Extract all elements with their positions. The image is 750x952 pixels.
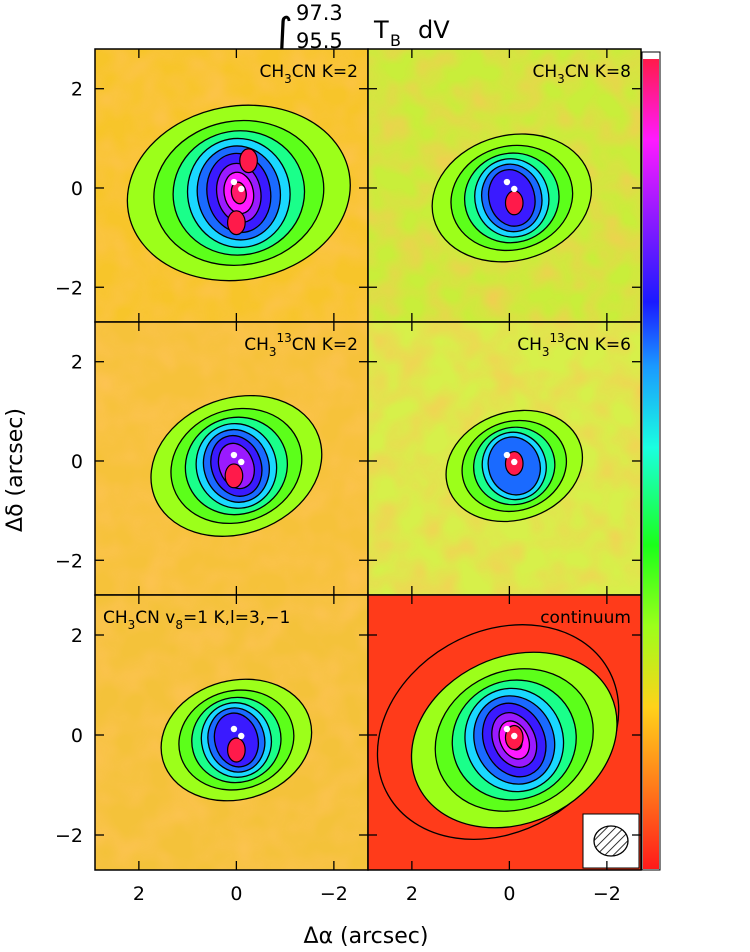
panel-frame (367, 594, 642, 871)
x-tick-label: 2 (406, 883, 418, 905)
panel-label: CH313CN K=2 (244, 331, 358, 359)
y-tick-label: 2 (71, 625, 83, 647)
source-marker (503, 451, 511, 459)
title-body: T (373, 16, 389, 44)
source-marker (238, 185, 245, 193)
title-integral-sign: ∫ (272, 10, 293, 56)
x-tick-label: −2 (593, 883, 621, 905)
source-marker (230, 725, 238, 733)
emission-peak (504, 190, 524, 216)
panel-3: 2 0 −2 CH313CN K=2 (55, 321, 369, 596)
panel-label: CH3CN v8=1 K,l=3,−1 (103, 608, 290, 632)
x-tick-label: 0 (503, 883, 515, 905)
panel-6: 2 0 −2 continuum (367, 594, 642, 905)
title-upper-limit: 97.3 (296, 1, 343, 25)
y-tick-label: 0 (71, 451, 83, 473)
emission-peak (227, 210, 246, 236)
panel-grid: 2 0 −2 CH3CN K=2 CH3CN K=8 2 0 −2 CH313CN K=2 CH3… (55, 48, 642, 905)
title-body-subscript: B (390, 31, 401, 50)
source-marker (511, 732, 518, 740)
panel-label: CH313CN K=6 (517, 331, 631, 359)
y-tick-label: 2 (71, 352, 83, 374)
x-tick-label: 2 (133, 883, 145, 905)
y-axis-label: Δδ (arcsec) (3, 408, 28, 532)
figure-title: ∫ 97.3 95.5 T B dV (272, 1, 450, 56)
hatched-ellipse-icon (593, 825, 629, 857)
y-tick-label: −2 (55, 277, 83, 299)
panel-1: 2 0 −2 CH3CN K=2 (55, 48, 369, 323)
source-marker (230, 178, 238, 186)
source-marker (230, 451, 238, 459)
emission-peak (224, 463, 244, 489)
panel-label: continuum (540, 608, 631, 628)
colorbar (641, 51, 661, 871)
emission-peak (239, 148, 258, 174)
source-marker (503, 725, 511, 733)
source-marker (503, 178, 511, 186)
x-axis-label: Δα (arcsec) (304, 924, 429, 949)
y-tick-label: 0 (71, 725, 83, 747)
source-marker (511, 185, 518, 193)
source-marker (511, 458, 518, 466)
y-tick-label: −2 (55, 550, 83, 572)
emission-peak (227, 737, 246, 763)
x-tick-label: −2 (320, 883, 348, 905)
panel-label: CH3CN K=8 (533, 62, 632, 86)
source-marker (238, 458, 245, 466)
title-tail: dV (418, 16, 450, 44)
y-tick-label: 2 (71, 79, 83, 101)
y-tick-label: 0 (71, 178, 83, 200)
contour-line (376, 624, 620, 840)
panel-4: CH313CN K=6 (367, 321, 642, 596)
panel-5: 2 0 −2 2 0 −2 CH3CN v8=1 K,l=3,−1 (55, 594, 369, 905)
source-marker (238, 732, 245, 740)
panel-2: CH3CN K=8 (367, 48, 642, 323)
panel-label: CH3CN K=2 (260, 62, 359, 86)
x-tick-label: 0 (230, 883, 242, 905)
y-tick-label: −2 (55, 825, 83, 847)
colorbar-gradient (643, 59, 659, 869)
